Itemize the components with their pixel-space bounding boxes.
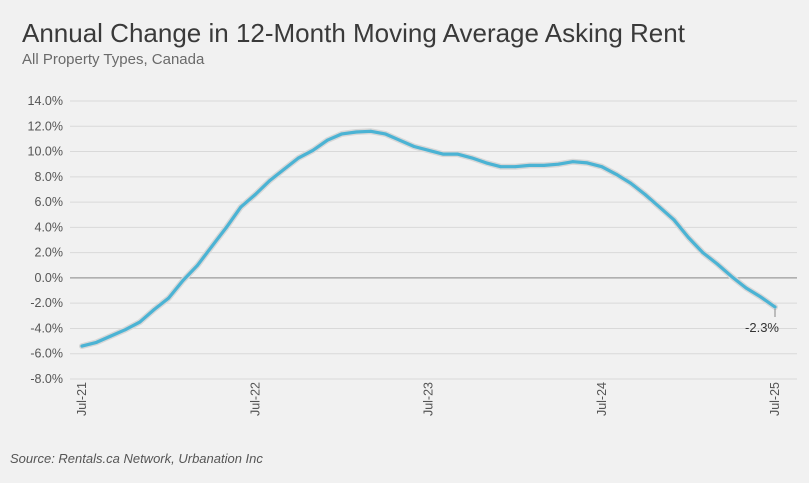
data-point: [499, 165, 503, 169]
data-point: [239, 205, 243, 209]
y-tick-label: 10.0%: [28, 145, 63, 159]
data-point: [730, 275, 734, 279]
data-point: [600, 165, 604, 169]
source-note: Source: Rentals.ca Network, Urbanation I…: [10, 451, 263, 466]
data-point: [354, 130, 358, 134]
data-point: [383, 132, 387, 136]
data-point: [686, 236, 690, 239]
y-tick-label: -8.0%: [30, 372, 63, 386]
data-point: [759, 295, 762, 299]
x-tick-label: Jul-21: [75, 382, 89, 416]
series: [79, 128, 778, 350]
data-point: [196, 263, 199, 267]
data-point: [210, 244, 214, 248]
y-tick-label: 4.0%: [35, 220, 64, 234]
y-tick-label: -6.0%: [30, 347, 63, 361]
data-point: [152, 308, 156, 311]
data-point: [773, 305, 777, 309]
series-line: [80, 129, 777, 348]
data-point: [643, 193, 647, 196]
data-point: [542, 164, 546, 167]
x-tick-label: Jul-25: [768, 382, 782, 416]
data-point: [326, 138, 329, 142]
data-point: [398, 138, 402, 142]
y-tick-label: 0.0%: [35, 271, 64, 285]
data-point: [614, 172, 618, 176]
data-point: [427, 148, 430, 152]
series-line-shadow: [79, 128, 778, 350]
y-tick-label: -2.0%: [30, 296, 63, 310]
chart-title: Annual Change in 12-Month Moving Average…: [22, 18, 685, 48]
data-point: [253, 193, 257, 196]
data-point: [441, 152, 445, 156]
data-label: -2.3%: [745, 320, 779, 335]
data-point: [557, 162, 560, 166]
data-point: [528, 164, 531, 167]
data-point: [455, 152, 459, 156]
data-point: [658, 205, 661, 209]
data-point: [701, 251, 705, 255]
data-point: [167, 296, 171, 300]
data-point: [513, 165, 517, 169]
data-point: [629, 181, 633, 185]
x-axis-ticks: Jul-21 Jul-22 Jul-23 Jul-24 Jul-25: [75, 382, 782, 416]
data-point: [311, 148, 315, 152]
data-point: [268, 179, 272, 183]
data-point: [123, 328, 127, 332]
data-point: [340, 132, 344, 136]
data-point: [585, 161, 589, 165]
annotations: -2.3%: [745, 308, 779, 335]
y-tick-label: 12.0%: [28, 119, 63, 133]
data-point: [484, 161, 488, 165]
data-point: [181, 279, 185, 282]
gridlines: [70, 100, 797, 380]
data-point: [672, 218, 676, 222]
y-tick-label: 2.0%: [35, 246, 64, 260]
data-point: [282, 167, 286, 171]
data-point: [412, 145, 416, 148]
data-point: [95, 340, 98, 344]
y-tick-label: -4.0%: [30, 321, 63, 335]
y-tick-label: 14.0%: [28, 94, 63, 108]
data-point: [224, 225, 228, 229]
data-point: [470, 156, 474, 160]
data-point: [744, 286, 748, 290]
data-point: [571, 160, 575, 164]
data-point: [109, 334, 113, 338]
x-tick-label: Jul-23: [422, 382, 436, 416]
x-tick-label: Jul-22: [248, 382, 262, 416]
y-tick-label: 8.0%: [35, 170, 64, 184]
chart-subtitle: All Property Types, Canada: [22, 51, 205, 68]
data-point: [369, 129, 373, 133]
y-tick-label: 6.0%: [35, 195, 64, 209]
x-tick-label: Jul-24: [595, 382, 609, 416]
data-point: [138, 320, 142, 324]
data-point: [715, 262, 719, 266]
data-point: [80, 344, 84, 348]
y-axis-ticks: 14.0% 12.0% 10.0% 8.0% 6.0% 4.0% 2.0% 0.0% -2.0%…: [28, 94, 63, 386]
data-point: [297, 156, 300, 160]
